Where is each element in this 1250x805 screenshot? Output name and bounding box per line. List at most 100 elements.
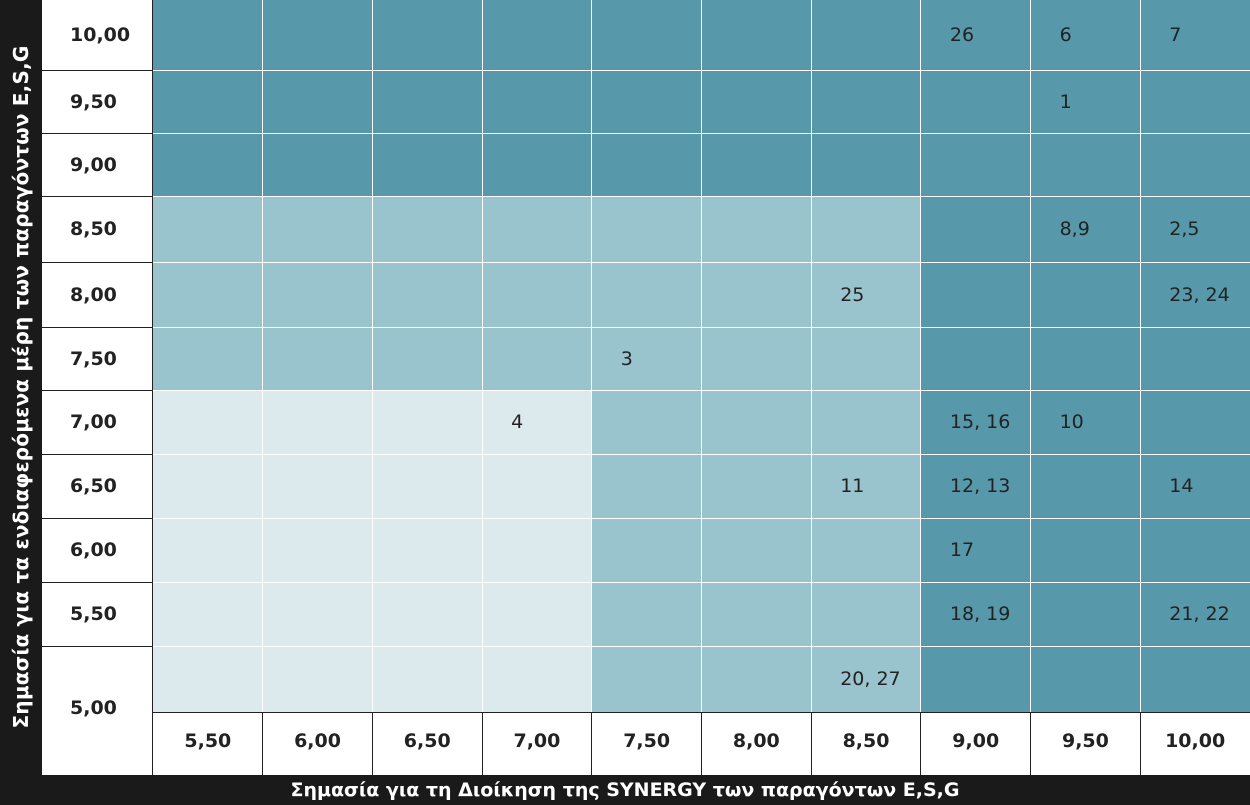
point-label: 1 xyxy=(1059,90,1072,113)
matrix-cell xyxy=(262,327,373,390)
matrix-cell xyxy=(372,196,483,262)
matrix-cell xyxy=(811,454,921,518)
matrix-cell xyxy=(920,390,1031,454)
point-label: 20, 27 xyxy=(840,668,901,690)
matrix-cell xyxy=(153,390,263,454)
matrix-cell xyxy=(1140,262,1250,327)
matrix-cell xyxy=(701,646,812,712)
matrix-cell xyxy=(591,0,702,70)
matrix-cell xyxy=(920,70,1031,133)
matrix-cell xyxy=(372,646,483,712)
point-label: 18, 19 xyxy=(949,603,1011,625)
point-label: 4 xyxy=(511,411,524,433)
point-label: 11 xyxy=(840,475,865,497)
matrix-cell xyxy=(262,133,373,196)
y-tick-separator xyxy=(42,581,153,583)
point-label: 8,9 xyxy=(1059,218,1090,240)
x-tick-separator xyxy=(701,712,702,775)
point-label: 15, 16 xyxy=(949,411,1011,433)
x-tick-label: 6,00 xyxy=(294,730,341,752)
grid-line xyxy=(153,645,1250,647)
matrix-cell xyxy=(372,518,483,582)
matrix-cell xyxy=(1030,327,1141,390)
matrix-cell xyxy=(1140,582,1250,646)
matrix-cell xyxy=(811,582,921,646)
matrix-cell xyxy=(262,390,373,454)
matrix-cell xyxy=(153,0,263,70)
x-tick-label: 8,50 xyxy=(842,730,890,752)
matrix-cell xyxy=(1140,196,1250,262)
matrix-cell xyxy=(372,454,483,518)
matrix-cell xyxy=(811,262,921,327)
matrix-cell xyxy=(920,133,1031,196)
x-tick-separator xyxy=(371,712,373,775)
matrix-cell xyxy=(1030,582,1141,646)
x-tick-separator xyxy=(810,712,812,775)
matrix-cell xyxy=(153,454,263,518)
y-tick-label: 6,00 xyxy=(70,539,117,561)
y-tick-label: 6,50 xyxy=(70,475,117,497)
matrix-cell xyxy=(1140,0,1250,70)
point-label: 26 xyxy=(949,24,975,46)
matrix-cell xyxy=(1030,70,1141,133)
point-label: 3 xyxy=(620,347,633,370)
matrix-cell xyxy=(482,454,592,518)
matrix-cell xyxy=(1140,133,1250,196)
matrix-cell xyxy=(1140,390,1250,454)
matrix-cell xyxy=(153,133,263,196)
matrix-cell xyxy=(811,518,921,582)
matrix-cell xyxy=(153,327,263,390)
x-tick-separator xyxy=(262,712,264,775)
matrix-cell xyxy=(701,196,812,262)
grid-line xyxy=(701,0,702,712)
matrix-cell xyxy=(1140,454,1250,518)
matrix-cell xyxy=(811,327,921,390)
matrix-cell xyxy=(1140,646,1250,712)
grid-line xyxy=(153,453,1250,455)
matrix-cell xyxy=(701,582,812,646)
grid-line xyxy=(1030,0,1032,712)
y-axis-title-bar: Σημασία για τα ενδιαφερόμενα μέρη των πα… xyxy=(0,0,42,775)
y-tick-label: 8,50 xyxy=(70,218,117,240)
grid-line xyxy=(481,0,483,712)
y-tick-separator xyxy=(42,69,153,71)
matrix-cell xyxy=(701,518,812,582)
y-tick-label: 8,00 xyxy=(70,283,117,306)
matrix-cell xyxy=(482,196,592,262)
matrix-cell xyxy=(920,0,1031,70)
matrix-cell xyxy=(920,518,1031,582)
y-tick-separator xyxy=(42,132,153,134)
grid-line xyxy=(810,0,812,712)
matrix-cell xyxy=(591,262,702,327)
matrix-cell xyxy=(482,262,592,327)
matrix-cell xyxy=(811,646,921,712)
x-tick-label: 10,00 xyxy=(1165,730,1226,752)
matrix-cell xyxy=(1140,70,1250,133)
matrix-cell xyxy=(1030,0,1141,70)
x-tick-separator xyxy=(1030,712,1032,775)
matrix-cell xyxy=(262,646,373,712)
matrix-cell xyxy=(482,518,592,582)
y-tick-label: 5,50 xyxy=(70,603,117,625)
matrix-cell xyxy=(372,390,483,454)
grid-line xyxy=(262,0,264,712)
matrix-cell xyxy=(1140,518,1250,582)
matrix-cell xyxy=(701,133,812,196)
point-label: 25 xyxy=(840,283,865,306)
matrix-cell xyxy=(920,454,1031,518)
matrix-cell xyxy=(811,196,921,262)
point-label: 12, 13 xyxy=(949,475,1011,497)
matrix-cell xyxy=(482,133,592,196)
matrix-cell xyxy=(372,0,483,70)
matrix-cell xyxy=(372,582,483,646)
point-label: 6 xyxy=(1059,24,1072,46)
matrix-cell xyxy=(153,262,263,327)
matrix-cell xyxy=(153,518,263,582)
matrix-cell xyxy=(1030,454,1141,518)
y-tick-separator xyxy=(42,195,153,197)
matrix-cell xyxy=(262,582,373,646)
matrix-cell xyxy=(482,582,592,646)
y-tick-label: 9,50 xyxy=(70,90,117,113)
point-label: 17 xyxy=(949,539,975,561)
matrix-cell xyxy=(701,70,812,133)
